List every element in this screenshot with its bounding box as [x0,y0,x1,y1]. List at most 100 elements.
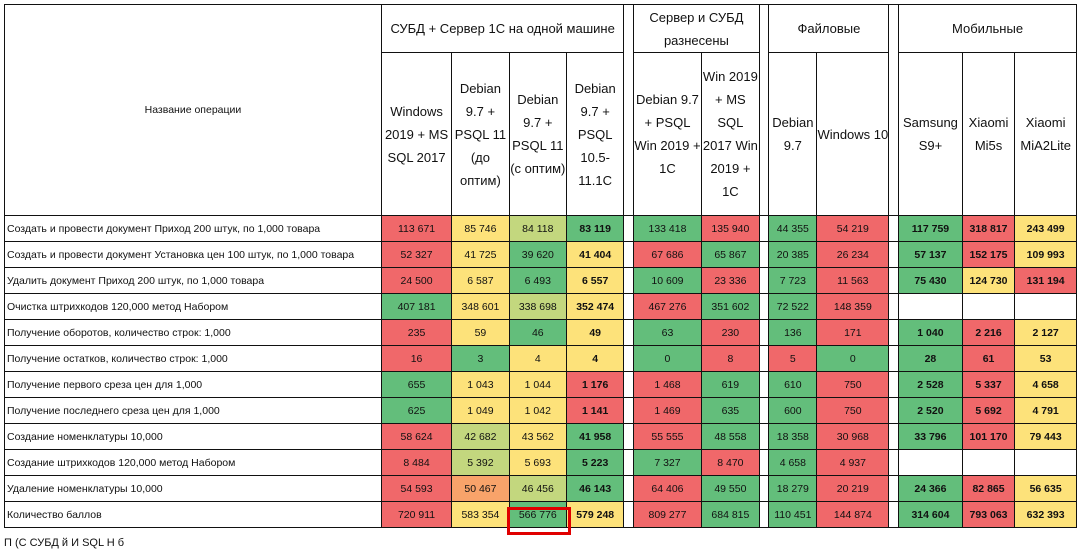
table-row: Создание номенклатуры 10,000 58 624 42 682… [4,423,1077,450]
value-cell: 124 730 [961,267,1016,294]
value-cell: 33 796 [898,423,963,450]
value-cell: 54 593 [380,475,453,502]
value-cell [961,293,1016,320]
value-cell: 148 359 [816,293,890,320]
value-cell: 171 [816,319,890,346]
value-cell: 44 355 [768,215,818,242]
value-cell: 600 [768,397,818,424]
column-header: Xiaomi Mi5s [961,52,1016,216]
column-gap [623,4,634,216]
value-cell: 75 430 [898,267,963,294]
value-cell: 49 550 [700,475,760,502]
column-gap [758,215,770,242]
column-gap [888,501,900,528]
operation-name: Создать и провести документ Приход 200 ш… [4,215,382,242]
value-cell: 49 [565,319,625,346]
column-gap [623,449,634,476]
value-cell: 144 874 [816,501,890,528]
group-header-file: Файловые [768,4,890,53]
value-cell: 152 175 [961,241,1016,268]
value-cell: 46 456 [508,475,567,502]
group-header-same-machine: СУБД + Сервер 1С на одной машине [380,4,625,53]
column-header: Debian 9.7 + PSQL 11 (до оптим) [451,52,510,216]
value-cell: 101 170 [961,423,1016,450]
value-cell: 42 682 [451,423,510,450]
value-cell: 720 911 [380,501,453,528]
value-cell: 467 276 [633,293,702,320]
value-cell: 750 [816,397,890,424]
value-cell [961,449,1016,476]
value-cell: 6 493 [508,267,567,294]
value-cell: 61 [961,345,1016,372]
table-row: Создание штрихкодов 120,000 метод Наборо… [4,449,1077,476]
value-cell: 57 137 [898,241,963,268]
value-cell: 632 393 [1014,501,1077,528]
table-row: Получение последнего среза цен для 1,000… [4,397,1077,424]
column-gap [888,4,900,216]
value-cell: 243 499 [1014,215,1077,242]
column-header: Samsung S9+ [898,52,963,216]
value-cell: 23 336 [700,267,760,294]
value-cell: 7 723 [768,267,818,294]
table-row: Количество баллов 720 911 583 354 566 776 57… [4,501,1077,528]
value-cell: 793 063 [961,501,1016,528]
value-cell: 46 143 [565,475,625,502]
value-cell: 2 216 [961,319,1016,346]
value-cell: 318 817 [961,215,1016,242]
value-cell: 5 692 [961,397,1016,424]
operation-name: Получение последнего среза цен для 1,000 [4,397,382,424]
column-gap [758,241,770,268]
operation-name: Очистка штрихкодов 120,000 метод Набором [4,293,382,320]
column-header: Debian 9.7 + PSQL 10.5-11.1C [565,52,625,216]
value-cell: 20 219 [816,475,890,502]
column-gap [888,397,900,424]
value-cell: 85 746 [451,215,510,242]
column-header: Debian 9.7 [768,52,818,216]
value-cell: 230 [700,319,760,346]
operation-name: Получение первого среза цен для 1,000 [4,371,382,398]
column-gap [758,501,770,528]
value-cell: 4 937 [816,449,890,476]
value-cell: 65 867 [700,241,760,268]
value-cell: 41 958 [565,423,625,450]
value-cell: 63 [633,319,702,346]
value-cell: 16 [380,345,453,372]
value-cell: 8 [700,345,760,372]
value-cell: 24 366 [898,475,963,502]
value-cell: 619 [700,371,760,398]
value-cell: 0 [816,345,890,372]
value-cell: 10 609 [633,267,702,294]
value-cell: 2 520 [898,397,963,424]
operation-name: Удалить документ Приход 200 штук, по 1,0… [4,267,382,294]
table-row: Получение первого среза цен для 1,000 655… [4,371,1077,398]
value-cell: 1 468 [633,371,702,398]
table-row: Создать и провести документ Установка це… [4,241,1077,268]
value-cell: 41 404 [565,241,625,268]
value-cell: 28 [898,345,963,372]
table-row: Получение оборотов, количество строк: 1,… [4,319,1077,346]
value-cell: 2 528 [898,371,963,398]
column-gap [758,397,770,424]
value-cell: 50 467 [451,475,510,502]
value-cell: 684 815 [700,501,760,528]
value-cell: 48 558 [700,423,760,450]
value-cell: 5 392 [451,449,510,476]
value-cell: 26 234 [816,241,890,268]
column-header: Windows 10 [816,52,890,216]
column-gap [758,293,770,320]
value-cell: 625 [380,397,453,424]
value-cell: 53 [1014,345,1077,372]
table-row: Очистка штрихкодов 120,000 метод Набором… [4,293,1077,320]
value-cell: 1 042 [508,397,567,424]
value-cell: 24 500 [380,267,453,294]
value-cell: 352 474 [565,293,625,320]
column-gap [888,293,900,320]
value-cell: 20 385 [768,241,818,268]
value-cell: 11 563 [816,267,890,294]
value-cell: 64 406 [633,475,702,502]
column-gap [758,423,770,450]
value-cell: 1 044 [508,371,567,398]
value-cell: 56 635 [1014,475,1077,502]
value-cell: 351 602 [700,293,760,320]
value-cell: 84 118 [508,215,567,242]
